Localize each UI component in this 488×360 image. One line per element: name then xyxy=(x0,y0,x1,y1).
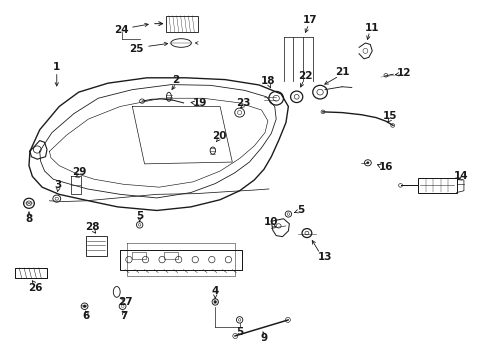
Ellipse shape xyxy=(214,301,216,303)
Bar xyxy=(163,252,177,259)
Text: 12: 12 xyxy=(396,68,411,78)
Text: 3: 3 xyxy=(55,180,61,190)
Text: 5: 5 xyxy=(296,205,304,215)
Text: 14: 14 xyxy=(453,171,468,181)
Text: 5: 5 xyxy=(136,211,143,221)
Bar xyxy=(417,178,456,193)
Text: 10: 10 xyxy=(264,217,278,227)
Text: 15: 15 xyxy=(382,111,396,121)
Text: 4: 4 xyxy=(211,286,219,296)
Text: 17: 17 xyxy=(303,15,317,26)
Text: 19: 19 xyxy=(192,98,206,108)
Ellipse shape xyxy=(83,305,86,307)
Text: 25: 25 xyxy=(129,44,143,54)
Text: 13: 13 xyxy=(317,252,331,262)
Text: 29: 29 xyxy=(72,167,87,177)
Bar xyxy=(132,252,146,259)
Bar xyxy=(86,235,106,256)
Text: 24: 24 xyxy=(114,25,129,35)
Text: 27: 27 xyxy=(118,297,132,307)
Text: 16: 16 xyxy=(378,162,392,172)
Text: 23: 23 xyxy=(236,98,250,108)
Text: 20: 20 xyxy=(211,131,226,141)
Bar xyxy=(166,16,198,32)
Text: 9: 9 xyxy=(260,333,267,343)
Text: 8: 8 xyxy=(25,214,33,224)
Text: 5: 5 xyxy=(236,327,243,337)
Text: 11: 11 xyxy=(364,23,379,33)
Text: 1: 1 xyxy=(53,62,61,72)
Bar xyxy=(15,268,47,278)
Text: 22: 22 xyxy=(298,71,312,81)
Text: 6: 6 xyxy=(82,311,89,320)
Text: 28: 28 xyxy=(85,222,100,231)
Text: 18: 18 xyxy=(260,76,275,86)
Ellipse shape xyxy=(366,162,368,164)
Text: 26: 26 xyxy=(28,283,43,293)
Text: 2: 2 xyxy=(172,75,180,85)
Text: 7: 7 xyxy=(120,311,127,320)
Text: 21: 21 xyxy=(334,67,348,77)
